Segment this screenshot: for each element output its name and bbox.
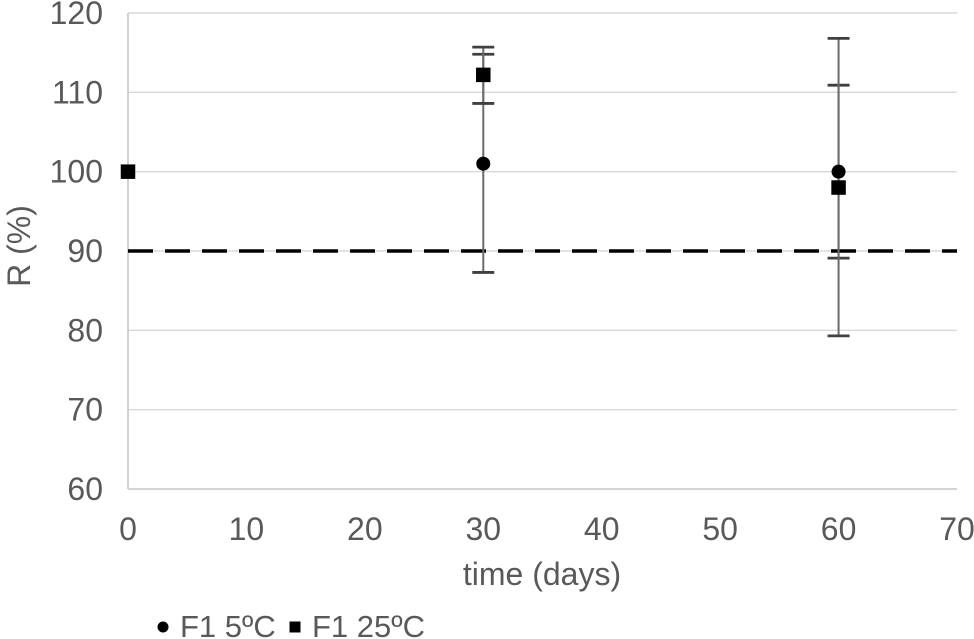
x-tick-label: 70 xyxy=(939,511,974,547)
x-tick-label: 20 xyxy=(347,511,383,547)
y-tick-label: 70 xyxy=(67,392,103,428)
legend-label: F1 25ºC xyxy=(312,609,425,639)
x-tick-label: 50 xyxy=(702,511,738,547)
x-tick-label: 60 xyxy=(821,511,857,547)
x-tick-label: 10 xyxy=(229,511,265,547)
y-tick-label: 60 xyxy=(67,471,103,507)
x-tick-label: 30 xyxy=(465,511,501,547)
x-tick-label: 40 xyxy=(584,511,620,547)
x-axis-title: time (days) xyxy=(463,556,621,592)
legend-marker-square xyxy=(289,621,301,633)
marker-circle xyxy=(831,164,846,179)
marker-square xyxy=(120,164,136,179)
y-tick-label: 90 xyxy=(67,233,103,269)
legend-marker-circle xyxy=(157,621,169,633)
y-tick-label: 110 xyxy=(52,74,103,110)
marker-circle xyxy=(476,156,491,171)
y-axis-title: R (%) xyxy=(1,205,37,287)
y-tick-label: 80 xyxy=(67,312,103,348)
marker-square xyxy=(831,180,846,195)
y-tick-label: 120 xyxy=(50,0,103,31)
marker-square xyxy=(476,67,491,83)
legend-label: F1 5ºC xyxy=(180,609,276,639)
x-tick-label: 0 xyxy=(119,511,137,547)
y-tick-label: 100 xyxy=(50,154,103,190)
